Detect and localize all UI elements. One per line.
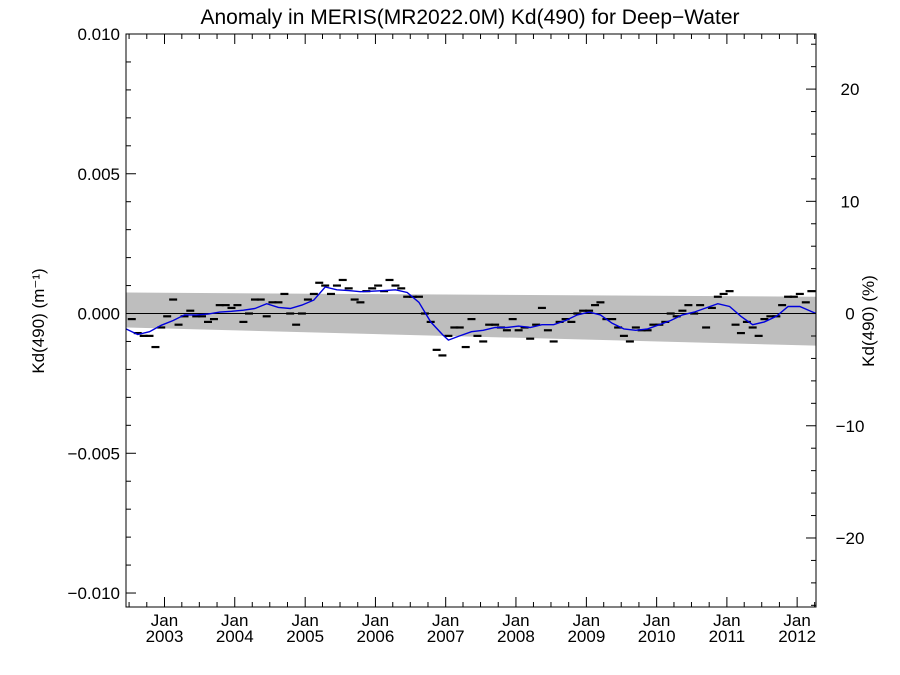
x-tick-month-label: Jan — [221, 611, 248, 630]
x-tick-year-label: 2006 — [357, 627, 395, 646]
x-tick-month-label: Jan — [783, 611, 810, 630]
x-tick-year-label: 2012 — [778, 627, 816, 646]
y-axis-left-title: Kd(490) (m⁻¹) — [29, 268, 48, 373]
y2-tick-label: −10 — [836, 417, 865, 436]
y2-tick-label: 0 — [845, 305, 854, 324]
x-tick-month-label: Jan — [291, 611, 318, 630]
y2-tick-label: 10 — [841, 192, 860, 211]
x-tick-year-label: 2005 — [286, 627, 324, 646]
x-tick-month-label: Jan — [432, 611, 459, 630]
x-tick-month-label: Jan — [713, 611, 740, 630]
running-mean-line — [125, 286, 817, 341]
x-tick-month-label: Jan — [573, 611, 600, 630]
running-mean-layer — [125, 286, 817, 341]
x-tick-year-label: 2011 — [709, 627, 746, 646]
x-tick-year-label: 2003 — [146, 627, 184, 646]
y-tick-label: 0.000 — [77, 305, 120, 324]
x-tick-month-label: Jan — [362, 611, 389, 630]
chart-title: Anomaly in MERIS(MR2022.0M) Kd(490) for … — [200, 6, 739, 29]
x-tick-year-label: 2007 — [427, 627, 465, 646]
y2-tick-label: −20 — [836, 529, 865, 548]
x-tick-year-label: 2010 — [638, 627, 676, 646]
y-tick-label: 0.010 — [77, 25, 120, 44]
x-tick-month-label: Jan — [643, 611, 670, 630]
y-tick-label: −0.005 — [68, 444, 120, 463]
plot-frame — [125, 33, 817, 608]
y2-tick-label: 20 — [841, 80, 860, 99]
x-tick-year-label: 2009 — [567, 627, 605, 646]
y-axis-right-title: Kd(490) (%) — [859, 275, 878, 367]
x-tick-month-label: Jan — [151, 611, 178, 630]
axes-layer: 0.0100.0050.000−0.005−0.01020100−10−20Ja… — [68, 25, 865, 646]
x-tick-year-label: 2008 — [497, 627, 535, 646]
y-tick-label: −0.010 — [68, 584, 120, 603]
x-tick-month-label: Jan — [502, 611, 529, 630]
y-tick-label: 0.005 — [77, 165, 120, 184]
x-tick-year-label: 2004 — [216, 627, 254, 646]
